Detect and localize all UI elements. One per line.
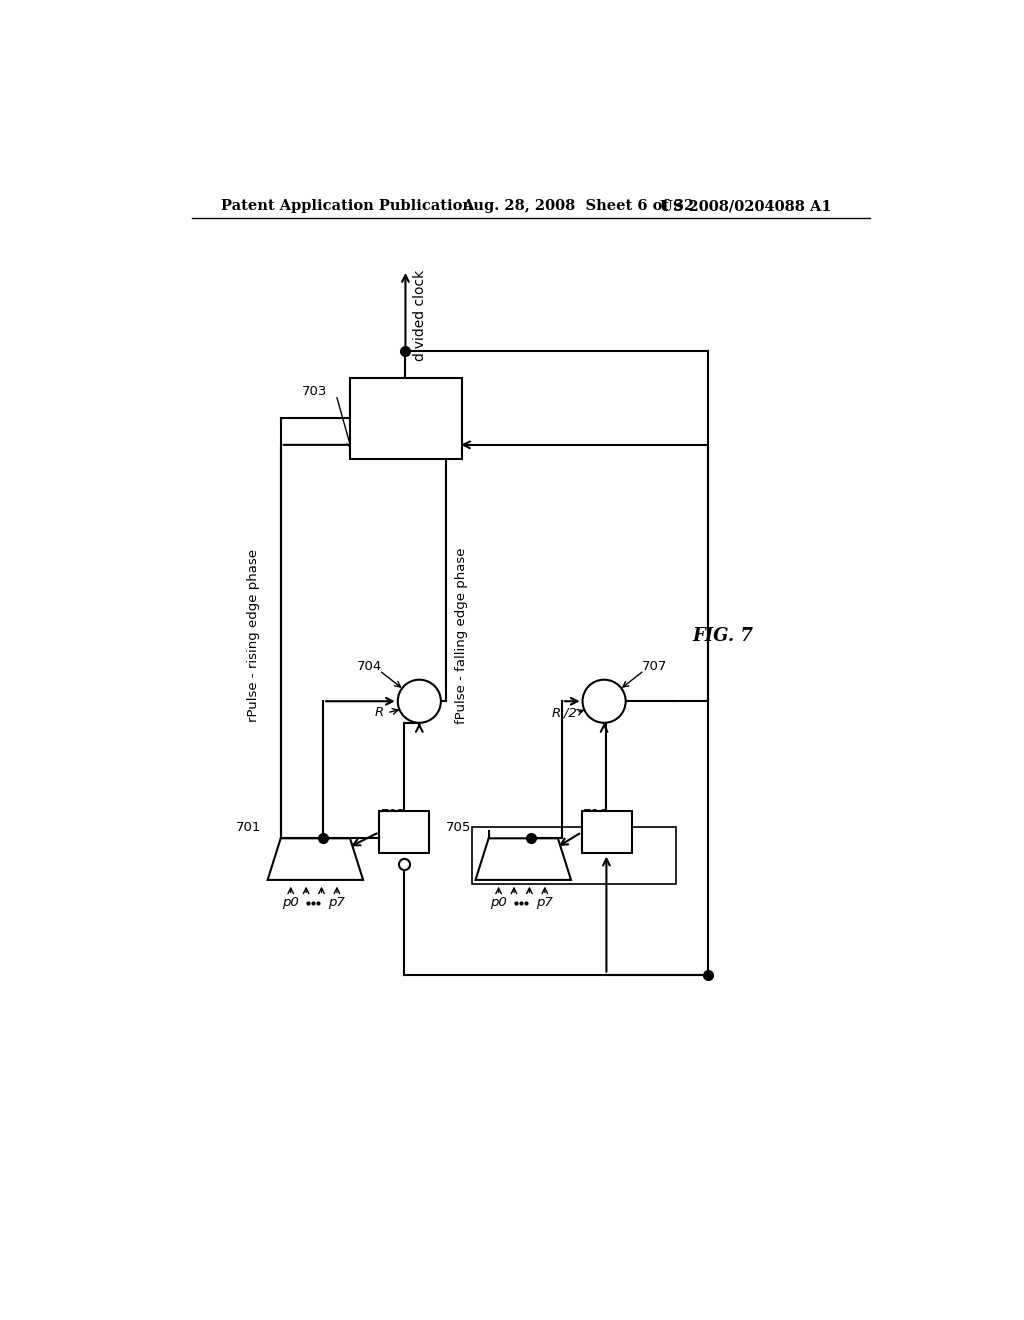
Text: S: S: [359, 437, 371, 453]
Text: rSel: rSel: [391, 825, 417, 838]
Text: 702: 702: [381, 808, 407, 821]
Text: p0: p0: [283, 896, 299, 909]
Text: 704: 704: [356, 660, 382, 673]
Text: US 2008/0204088 A1: US 2008/0204088 A1: [659, 199, 831, 213]
Text: 701: 701: [237, 821, 261, 834]
Text: fSel: fSel: [594, 825, 618, 838]
Text: rPulse - rising edge phase: rPulse - rising edge phase: [247, 549, 260, 722]
Text: p0: p0: [490, 896, 507, 909]
Text: 707: 707: [641, 660, 667, 673]
Text: fPulse - falling edge phase: fPulse - falling edge phase: [455, 548, 468, 725]
Polygon shape: [267, 838, 364, 880]
Text: Q: Q: [398, 409, 413, 426]
Bar: [350, 378, 462, 459]
Bar: [582, 810, 632, 853]
Text: +: +: [594, 689, 614, 713]
Text: 705: 705: [446, 821, 472, 834]
Text: 706: 706: [584, 808, 608, 821]
Text: +: +: [410, 689, 429, 713]
Circle shape: [583, 680, 626, 723]
Bar: [379, 810, 429, 853]
Bar: [472, 826, 676, 884]
Text: R: R: [375, 706, 384, 719]
Polygon shape: [475, 838, 571, 880]
Text: divided clock: divided clock: [413, 271, 427, 362]
Text: Aug. 28, 2008  Sheet 6 of 32: Aug. 28, 2008 Sheet 6 of 32: [462, 199, 694, 213]
Text: FIG. 7: FIG. 7: [692, 627, 754, 644]
Text: p7: p7: [329, 896, 345, 909]
Text: 703: 703: [301, 385, 327, 399]
Text: R: R: [440, 437, 453, 453]
Text: p7: p7: [537, 896, 553, 909]
Circle shape: [397, 680, 441, 723]
Text: R'/2: R'/2: [551, 706, 577, 719]
Text: Patent Application Publication: Patent Application Publication: [221, 199, 473, 213]
